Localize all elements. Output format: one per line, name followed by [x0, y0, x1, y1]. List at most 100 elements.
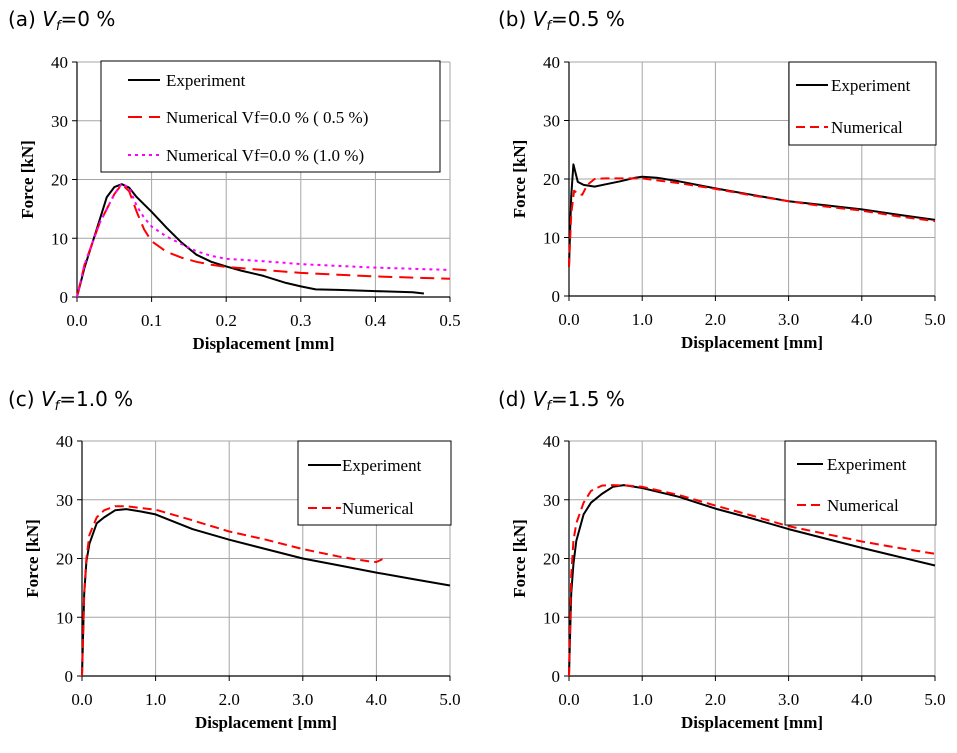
- legend-box: [297, 440, 452, 526]
- x-axis-label: Displacement [mm]: [681, 333, 823, 352]
- x-tick-label: 5.0: [924, 690, 945, 709]
- y-tick-label: 40: [56, 432, 73, 451]
- y-tick-label: 30: [543, 112, 560, 131]
- legend-label-3: Numerical Vf=0.0 % (1.0 %): [166, 146, 364, 165]
- legend: Experiment Numerical: [784, 440, 937, 526]
- y-tick-label: 20: [543, 170, 560, 189]
- y-tick-label: 30: [56, 491, 73, 510]
- x-tick-label: 0.0: [558, 690, 579, 709]
- x-tick-label: 0.2: [216, 311, 237, 330]
- title-subscript: f: [56, 19, 63, 34]
- series-line-3: [76, 182, 451, 298]
- legend-label-2: Numerical: [342, 499, 414, 518]
- legend-label-1: Experiment: [342, 456, 422, 475]
- chart-panel-2: (b) Vf=0.5 % 0.0 1.0 2.0 3.0 4.0 5.0 0 10 20 30 40 D…: [498, 7, 946, 352]
- x-tick-label: 4.0: [366, 690, 387, 709]
- x-tick-label: 4.0: [851, 690, 872, 709]
- x-tick-label: 2.0: [219, 690, 240, 709]
- y-tick-label: 10: [543, 608, 560, 627]
- chart-panel-1: (a) Vf=0 % 0.0 0.1 0.2 0.3 0.4 0.5 0 10 20 30 40 Dis…: [8, 7, 461, 353]
- x-tick-label: 0.5: [439, 311, 460, 330]
- x-tick-label: 1.0: [632, 310, 653, 329]
- panel-title: (c) Vf=1.0 %: [8, 387, 133, 414]
- x-tick-label: 5.0: [924, 310, 945, 329]
- title-variable: V: [42, 7, 57, 31]
- series-line-1: [81, 508, 451, 677]
- title-variable: V: [533, 7, 548, 31]
- y-tick-label: 10: [56, 608, 73, 627]
- x-tick-label: 3.0: [778, 690, 799, 709]
- y-axis-label: Force [kN]: [18, 140, 37, 219]
- y-tick-label: 0: [552, 667, 561, 686]
- title-subscript: f: [546, 19, 553, 34]
- title-subscript: f: [55, 399, 62, 414]
- legend: Experiment Numerical Vf=0.0 % ( 0.5 %) Num…: [100, 60, 441, 173]
- x-tick-label: 1.0: [632, 690, 653, 709]
- series-line-2: [568, 484, 936, 677]
- series-line-2: [76, 183, 451, 298]
- y-axis-label: Force [kN]: [510, 140, 529, 219]
- y-axis-label: Force [kN]: [23, 519, 42, 598]
- legend-label-1: Experiment: [166, 71, 246, 90]
- legend-label-1: Experiment: [831, 76, 911, 95]
- y-tick-label: 40: [51, 53, 68, 72]
- series-line-1: [76, 183, 425, 298]
- panel-label: (c): [8, 387, 41, 411]
- y-tick-label: 20: [51, 171, 68, 190]
- series-line-2: [81, 505, 385, 677]
- legend: Experiment Numerical: [788, 61, 937, 146]
- y-tick-label: 20: [543, 550, 560, 569]
- title-variable: V: [533, 387, 548, 411]
- y-tick-label: 30: [543, 491, 560, 510]
- legend: Experiment Numerical: [297, 440, 452, 526]
- x-tick-label: 0.3: [290, 311, 311, 330]
- legend-box: [788, 61, 937, 146]
- y-tick-label: 0: [552, 287, 561, 306]
- title-variable: V: [41, 387, 56, 411]
- y-axis-label: Force [kN]: [510, 519, 529, 598]
- x-axis-label: Displacement [mm]: [681, 713, 823, 732]
- chart-panel-3: (c) Vf=1.0 % 0.0 1.0 2.0 3.0 4.0 5.0 0 10 20 30 40 D…: [8, 387, 461, 732]
- title-value: =0.5 %: [551, 7, 625, 31]
- panel-title: (a) Vf=0 %: [8, 7, 115, 34]
- title-value: =1.5 %: [551, 387, 625, 411]
- panel-title: (d) Vf=1.5 %: [498, 387, 625, 414]
- title-value: =1.0 %: [59, 387, 133, 411]
- title-value: =0 %: [60, 7, 115, 31]
- series-line-1: [568, 163, 936, 267]
- x-tick-label: 3.0: [778, 310, 799, 329]
- y-tick-label: 10: [51, 229, 68, 248]
- legend-label-1: Experiment: [827, 455, 907, 474]
- y-tick-label: 10: [543, 229, 560, 248]
- legend-label-2: Numerical: [831, 118, 903, 137]
- legend-label-2: Numerical Vf=0.0 % ( 0.5 %): [166, 108, 368, 127]
- x-tick-label: 0.4: [365, 311, 387, 330]
- x-tick-label: 5.0: [439, 690, 460, 709]
- x-axis-label: Displacement [mm]: [195, 713, 337, 732]
- legend-label-2: Numerical: [827, 496, 899, 515]
- y-tick-label: 30: [51, 112, 68, 131]
- panel-label: (b): [498, 7, 533, 31]
- x-tick-label: 1.0: [145, 690, 166, 709]
- x-tick-label: 3.0: [292, 690, 313, 709]
- legend-box: [784, 440, 937, 526]
- y-tick-label: 0: [65, 667, 74, 686]
- x-tick-label: 2.0: [705, 310, 726, 329]
- x-tick-label: 0.1: [141, 311, 162, 330]
- series-line-2: [568, 177, 936, 267]
- x-axis-label: Displacement [mm]: [192, 334, 334, 353]
- y-tick-label: 0: [60, 288, 69, 307]
- chart-panel-4: (d) Vf=1.5 % 0.0 1.0 2.0 3.0 4.0 5.0 0 10 20 30 40 D…: [498, 387, 946, 732]
- y-tick-label: 40: [543, 432, 560, 451]
- y-tick-label: 20: [56, 550, 73, 569]
- x-tick-label: 0.0: [558, 310, 579, 329]
- x-tick-label: 4.0: [851, 310, 872, 329]
- x-tick-label: 0.0: [71, 690, 92, 709]
- panel-label: (a): [8, 7, 42, 31]
- x-tick-label: 2.0: [705, 690, 726, 709]
- title-subscript: f: [546, 399, 553, 414]
- y-tick-label: 40: [543, 53, 560, 72]
- x-tick-label: 0.0: [66, 311, 87, 330]
- panel-title: (b) Vf=0.5 %: [498, 7, 625, 34]
